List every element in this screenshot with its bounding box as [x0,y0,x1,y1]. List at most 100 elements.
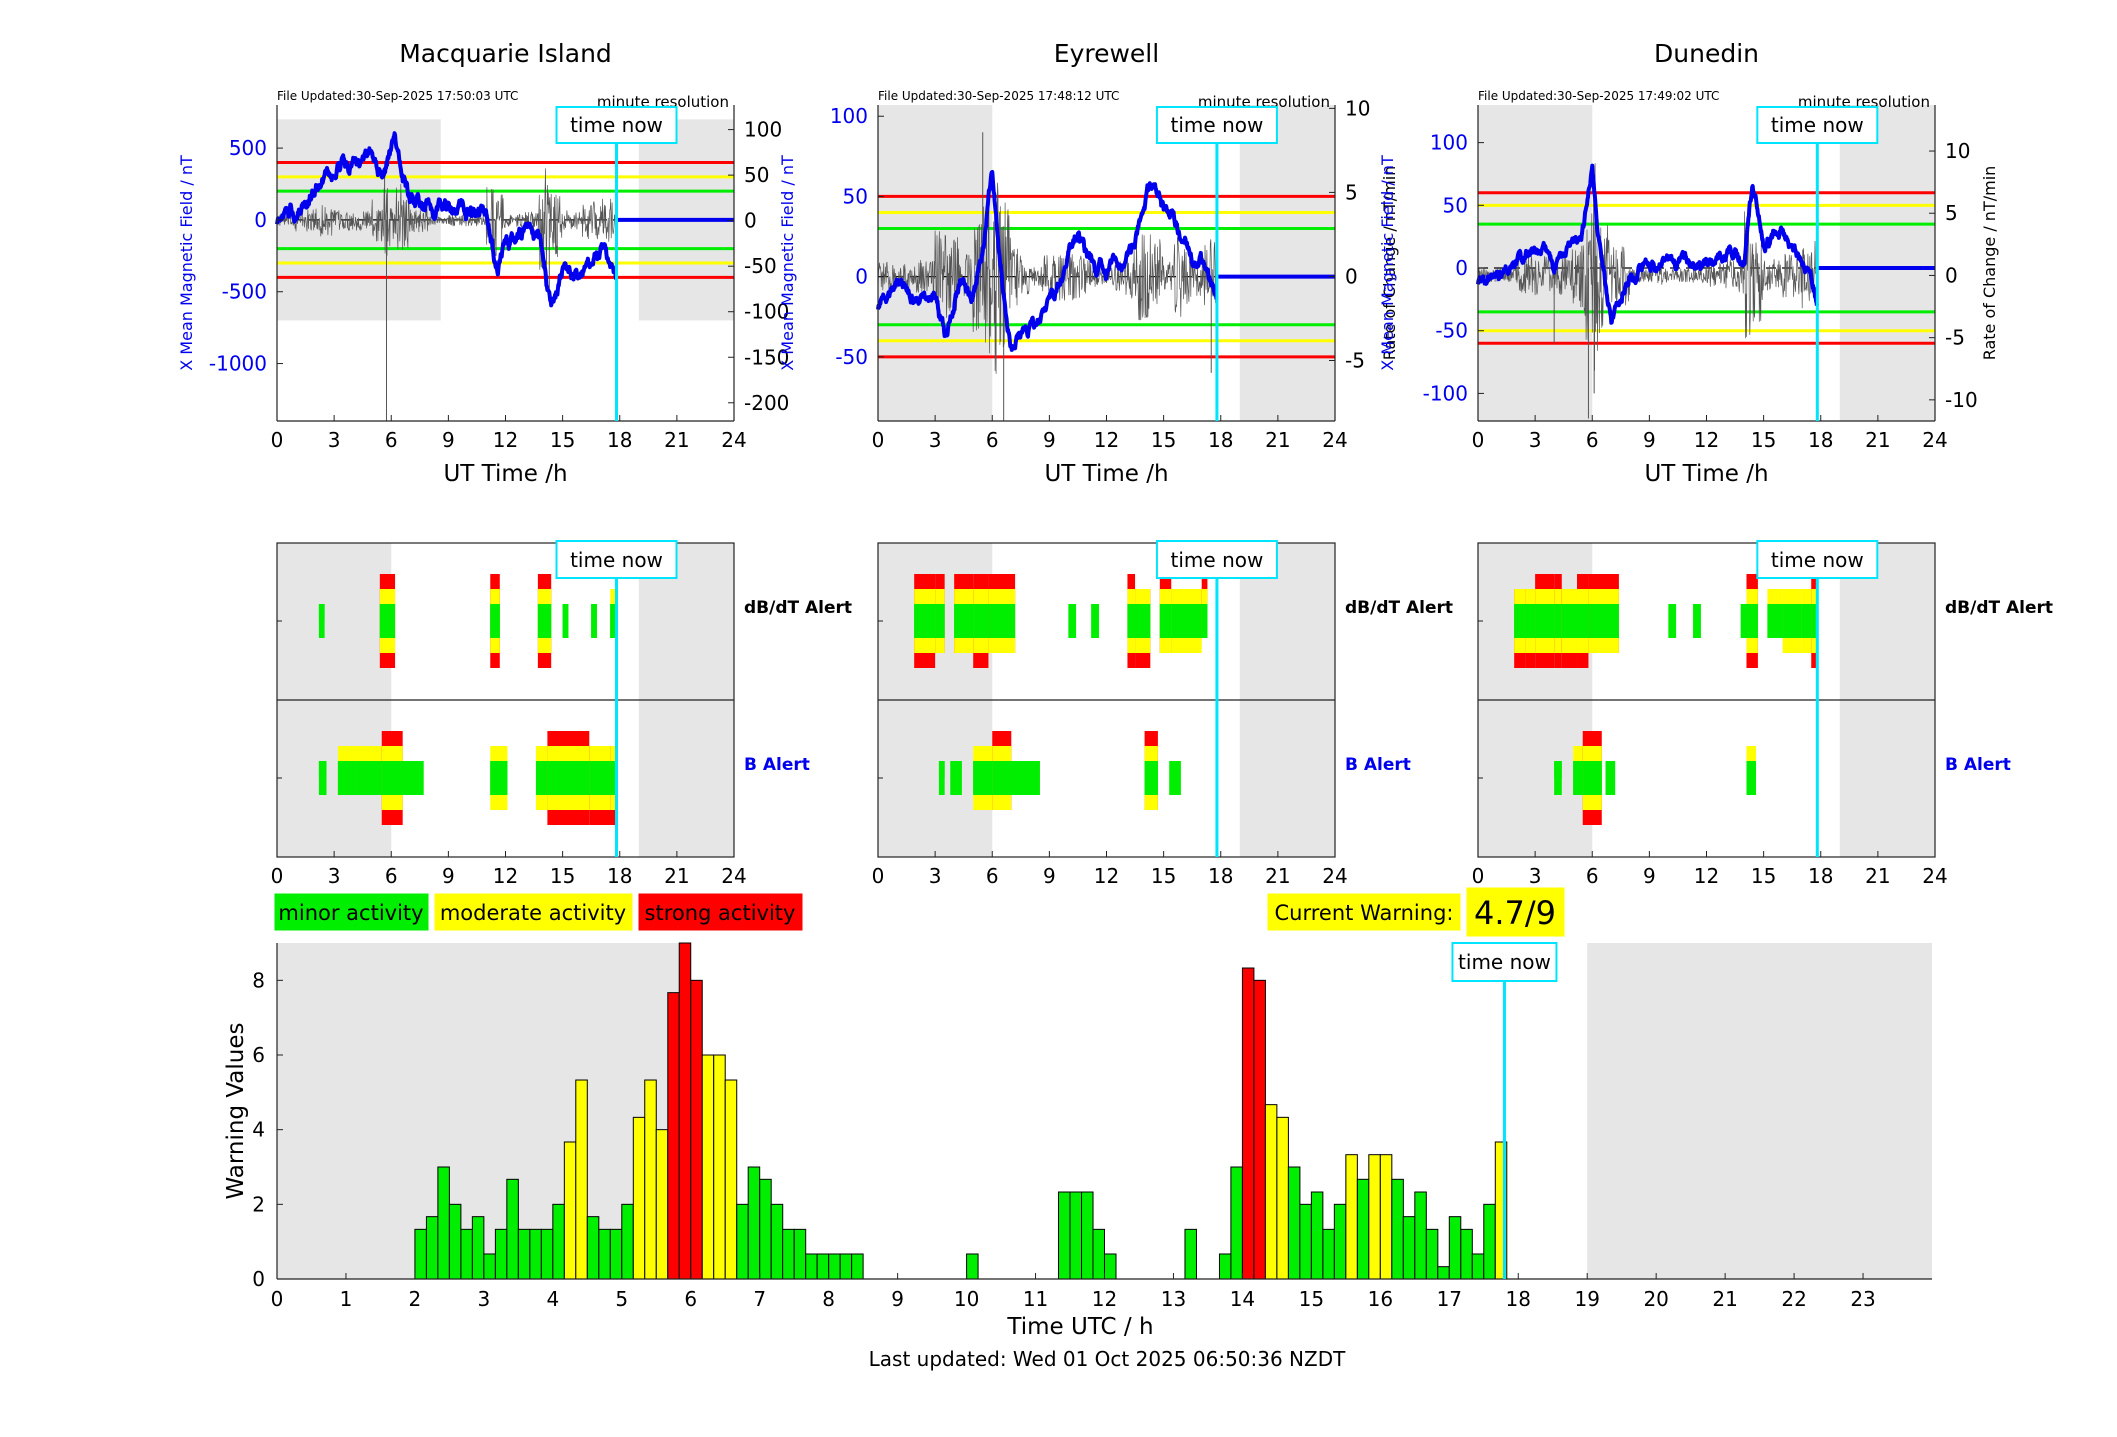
x-tick-label: 9 [442,864,455,888]
right-tick-label: 10 [1945,139,1970,163]
x-tick-label: 18 [1808,864,1833,888]
y-tick-label: 6 [252,1043,265,1067]
dbdt-alert-bar-core [1135,604,1151,638]
night-shade [1587,943,1932,1279]
right-tick-label: -50 [744,254,777,278]
x-tick-label: 15 [550,864,575,888]
left-tick-label: -50 [1435,319,1468,343]
x-tick-label: 0 [271,428,284,452]
right-tick-label: -200 [744,391,789,415]
field-line [275,131,618,308]
warning-bar [851,1253,864,1280]
dbdt-alert-label: dB/dT Alert [744,598,852,618]
x-axis-label: UT Time /h [443,461,567,487]
b-alert-bar-core [381,761,403,795]
x-tick-label: 9 [1043,864,1056,888]
warning-bar [759,1178,772,1280]
right-tick-label: -5 [1345,348,1365,372]
x-tick-label: 6 [684,1287,697,1311]
warning-bar [1241,967,1255,1280]
file-updated: File Updated:30-Sep-2025 17:48:12 UTC [878,89,1119,103]
b-alert-bar-core [337,761,357,795]
dbdt-alert-label: dB/dT Alert [1945,598,2053,618]
b-alert-bar-core [1573,761,1583,795]
time-now-label: time now [1458,950,1551,974]
x-tick-label: 3 [929,428,942,452]
warning-bar [483,1253,496,1280]
left-tick-label: 0 [1455,256,1468,280]
left-axis-label: X Mean Magnetic Field / nT [1378,155,1397,371]
dbdt-alert-bar-core [1577,604,1589,638]
b-alert-label: B Alert [1345,755,1411,775]
x-tick-label: 15 [1151,864,1176,888]
x-tick-label: 14 [1230,1287,1255,1311]
x-tick-label: 9 [891,1287,904,1311]
dbdt-alert-bar-core [610,604,616,638]
x-tick-label: 9 [1643,428,1656,452]
time-now-label: time now [570,548,663,572]
left-tick-label: 0 [254,208,267,232]
x-tick-label: 15 [1751,864,1776,888]
b-alert-bar-core [1746,761,1757,795]
right-axis-label: Rate of Change / nT/min [1980,166,1999,361]
warning-bar [1414,1191,1427,1280]
warning-bar [1092,1228,1105,1280]
x-tick-label: 18 [1808,428,1833,452]
dbdt-alert-bar-core [1746,604,1758,638]
alert-panel-2: 0 3 6 9 12 15 18 21 24 dB/dT Alert B Alert time now [1472,540,2053,888]
warning-bar [414,1228,427,1280]
dbdt-alert-bar-core [1693,604,1701,638]
x-tick-label: 12 [493,864,518,888]
warning-bar [1069,1191,1083,1280]
x-tick-label: 16 [1368,1287,1393,1311]
warning-bar [1448,1216,1462,1280]
b-alert-bar-core [547,761,590,795]
b-alert-bar-core [318,761,327,795]
warning-bar [770,1203,784,1280]
station-title: Macquarie Island [399,39,612,68]
dbdt-alert-bar-core [1561,604,1578,638]
time-now-label: time now [1171,548,1264,572]
time-now-label: time now [1771,548,1864,572]
warning-bar [816,1253,830,1280]
dbdt-alert-bar-core [562,604,569,638]
warning-bar [782,1228,795,1280]
y-tick-label: 8 [252,968,265,992]
dbdt-alert-bar-core [1171,604,1202,638]
warning-bar [1333,1203,1347,1280]
left-axis-label: X Mean Magnetic Field / nT [778,155,797,371]
x-tick-label: 0 [1472,864,1485,888]
right-tick-label: 5 [1345,180,1358,204]
dbdt-alert-bar-core [1801,604,1812,638]
x-tick-label: 3 [1529,428,1542,452]
warning-bar [598,1228,611,1280]
x-tick-label: 0 [872,428,885,452]
left-tick-label: -500 [222,280,267,304]
last-updated: Last updated: Wed 01 Oct 2025 06:50:36 N… [869,1347,1346,1371]
file-updated: File Updated:30-Sep-2025 17:50:03 UTC [277,89,518,103]
warning-bar [805,1253,818,1280]
x-tick-label: 18 [1208,428,1233,452]
night-shade [1478,105,1593,421]
x-tick-label: 15 [1299,1287,1324,1311]
warning-bar [793,1228,807,1280]
right-tick-label: 5 [1945,201,1958,225]
warning-bar [621,1203,634,1280]
x-tick-label: 12 [493,428,518,452]
dbdt-alert-bar-core [1201,604,1208,638]
night-shade [1239,105,1335,421]
left-tick-label: -50 [835,345,868,369]
time-now-box [1155,540,1278,579]
warning-bar [690,979,703,1280]
left-tick-label: 100 [830,104,868,128]
activity-legend: minor activity moderate activity strong … [271,890,806,934]
legend-strong-label: strong activity [645,901,796,925]
b-alert-bar-core [973,761,993,795]
x-tick-label: 9 [1643,864,1656,888]
warning-bar [1058,1191,1071,1280]
x-tick-label: 15 [1151,428,1176,452]
x-tick-label: 13 [1161,1287,1186,1311]
warning-bar [736,1203,749,1280]
x-tick-label: 24 [1922,864,1947,888]
